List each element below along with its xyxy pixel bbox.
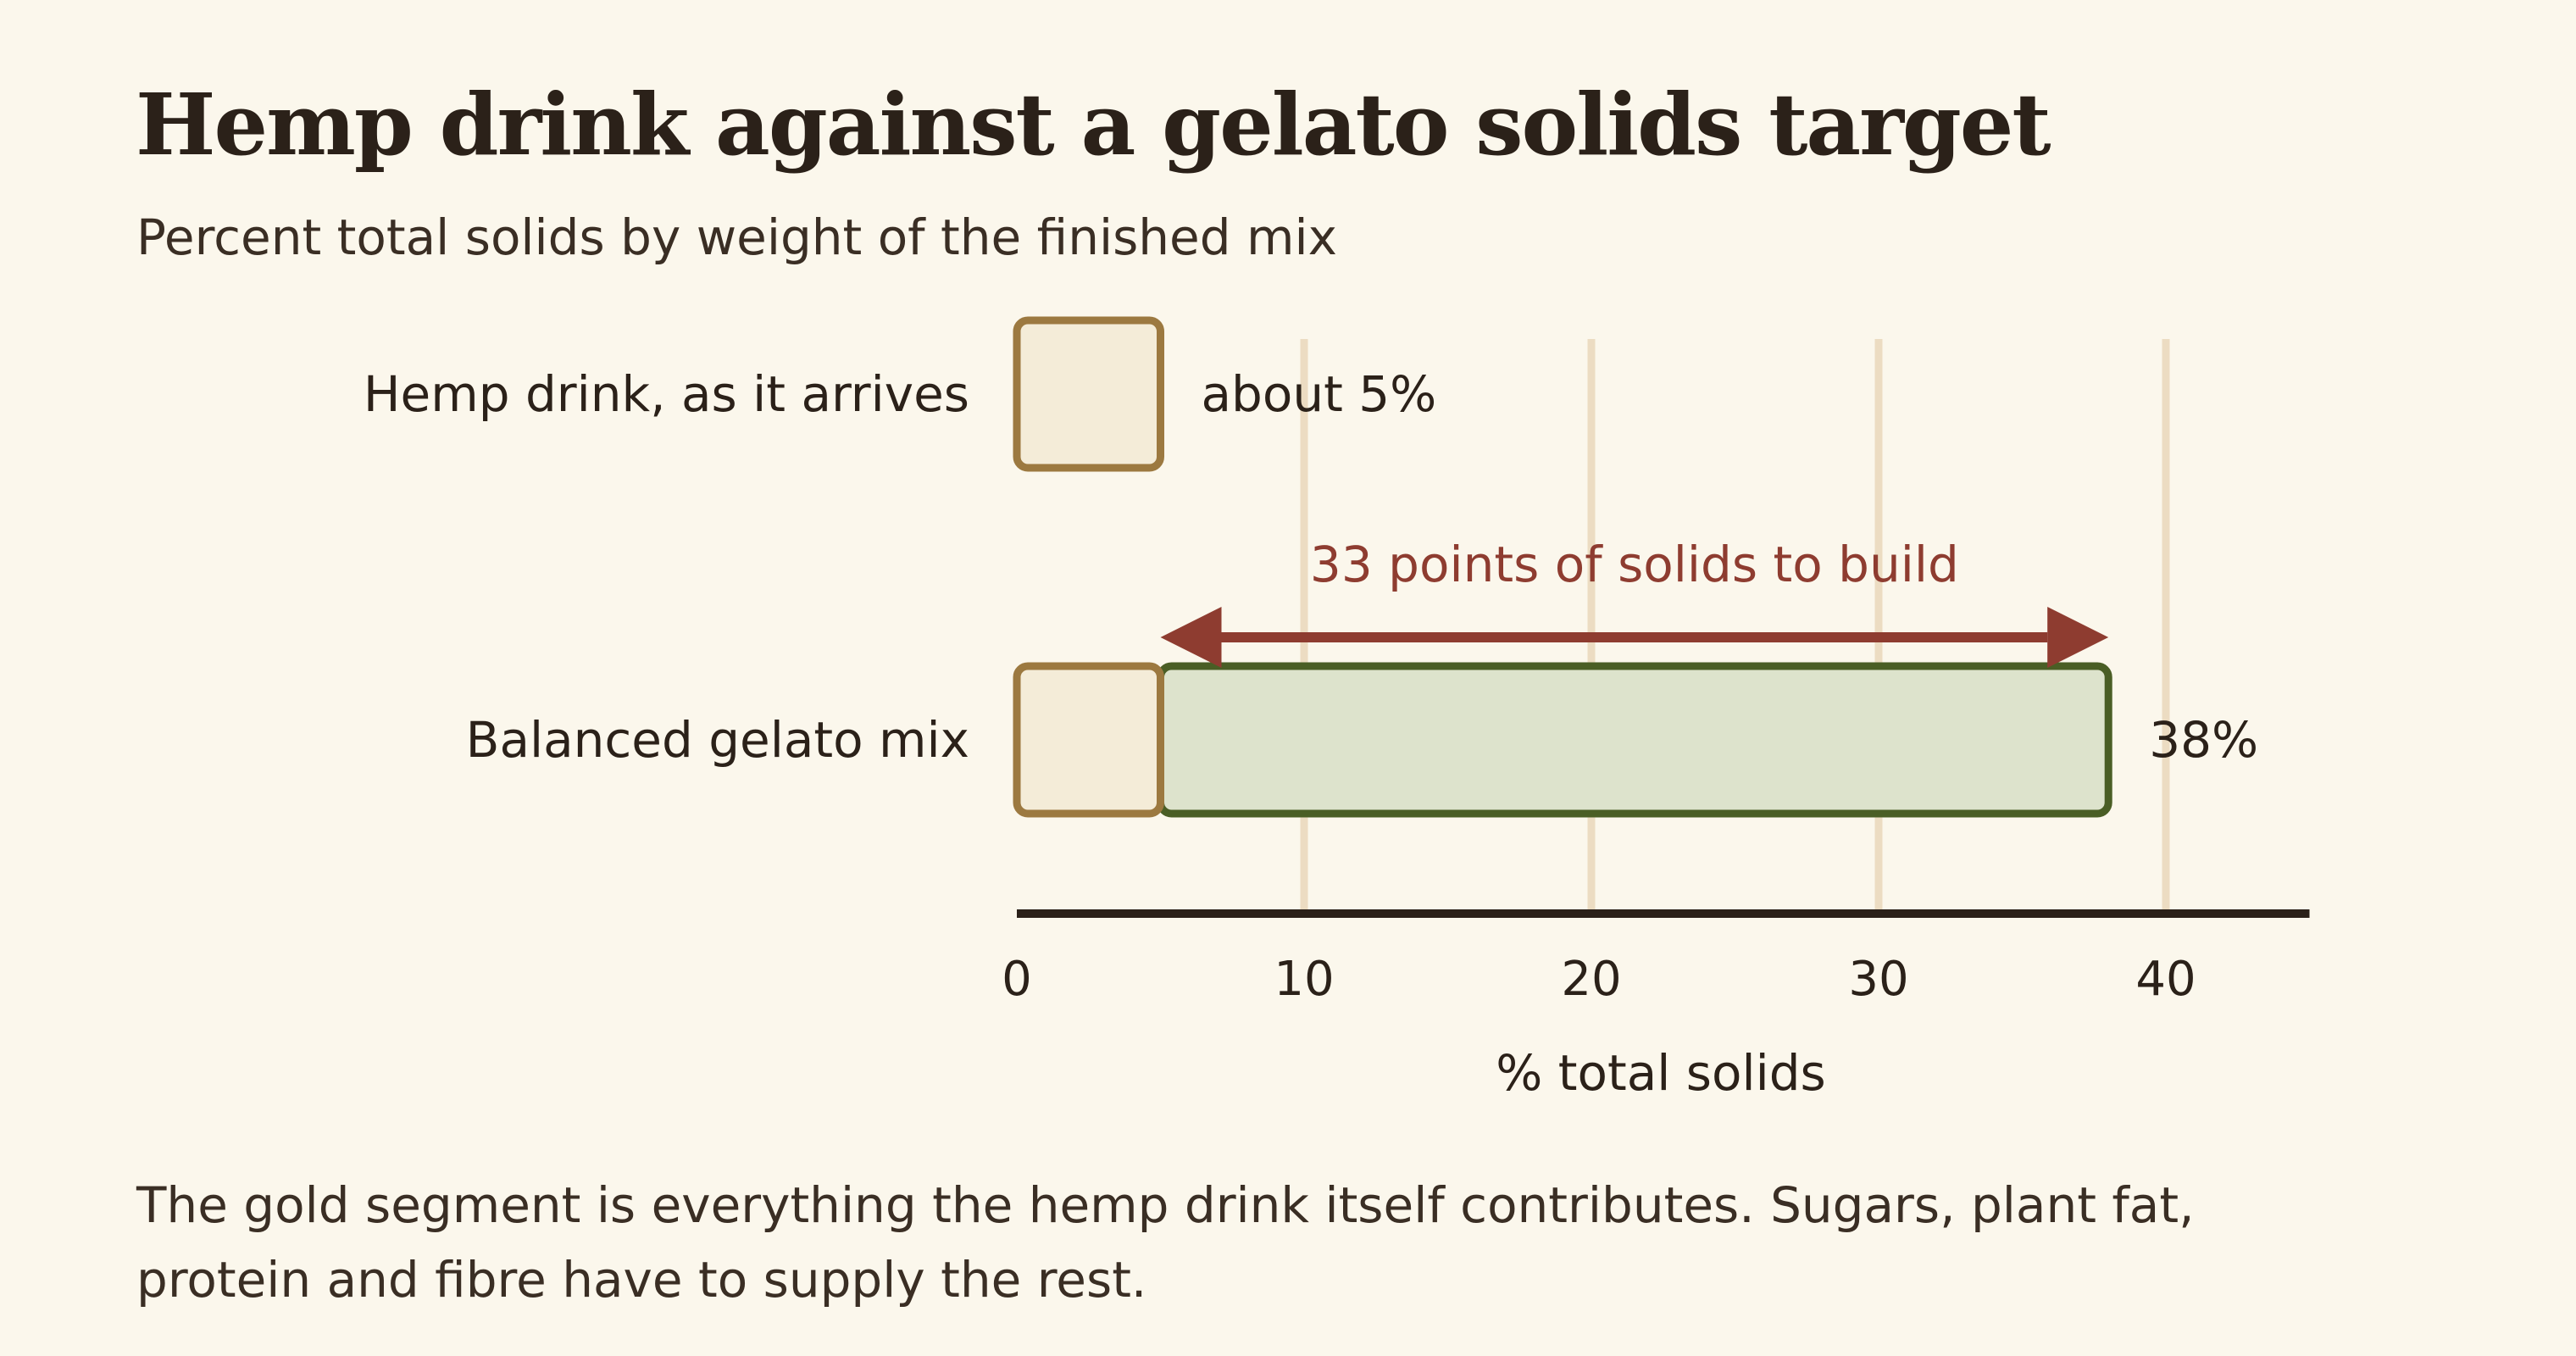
hemp-segment-2 <box>1013 662 1164 818</box>
category-label-1: Hemp drink, as it arrives <box>364 365 969 423</box>
footnote: The gold segment is everything the hemp … <box>136 1176 2195 1309</box>
x-tick-label-0: 0 <box>1002 952 1032 1007</box>
x-tick-label-10: 10 <box>1274 952 1334 1007</box>
gap-arrow-head-right <box>2047 607 2109 668</box>
added-segment-2 <box>1157 662 2112 818</box>
hemp-segment-1 <box>1013 316 1164 472</box>
chart-subtitle: Percent total solids by weight of the fi… <box>136 208 1337 266</box>
x-tick-label-20: 20 <box>1561 952 1621 1007</box>
gap-annotation-label: 33 points of solids to build <box>1310 536 1959 593</box>
x-axis-title: % total solids <box>1496 1044 1826 1102</box>
gap-arrow-head-left <box>1160 607 1222 668</box>
chart-title: Hemp drink against a gelato solids targe… <box>136 75 2051 175</box>
category-label-2: Balanced gelato mix <box>466 711 969 769</box>
data-label-2: 38% <box>2149 711 2258 769</box>
gap-annotation: 33 points of solids to build <box>1160 536 2109 668</box>
x-tick-label-40: 40 <box>2135 952 2196 1007</box>
data-label-1: about 5% <box>1202 365 1437 423</box>
x-axis: 0 10 20 30 40 % total solids <box>1002 909 2310 1102</box>
labels: Hemp drink, as it arrives Balanced gelato… <box>364 365 2258 769</box>
bars <box>1013 316 2112 818</box>
chart: 33 points of solids to build 0 10 20 30 40 % … <box>364 316 2310 1102</box>
gridlines <box>1300 339 2170 914</box>
x-tick-label-30: 30 <box>1848 952 1908 1007</box>
